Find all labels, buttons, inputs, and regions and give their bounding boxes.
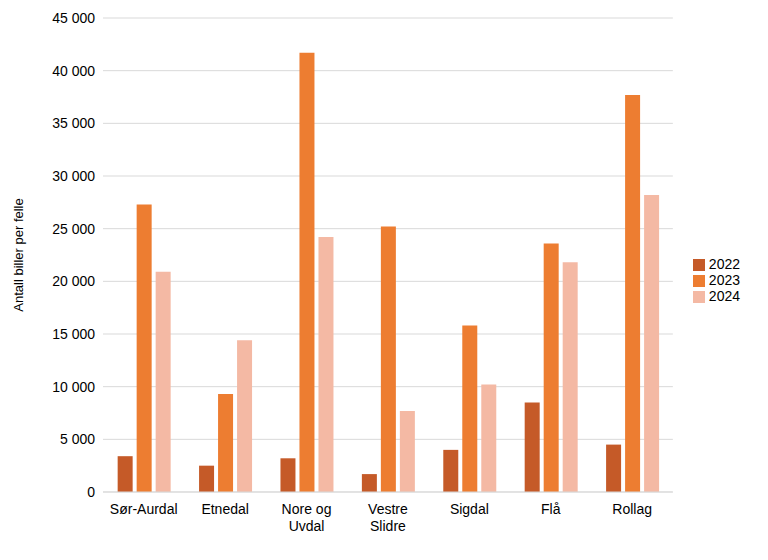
svg-text:0: 0 — [87, 484, 95, 500]
svg-text:25 000: 25 000 — [52, 221, 95, 237]
svg-text:Flå: Flå — [541, 501, 561, 517]
svg-text:40 000: 40 000 — [52, 63, 95, 79]
svg-text:Etnedal: Etnedal — [201, 501, 248, 517]
svg-text:Sigdal: Sigdal — [450, 501, 489, 517]
html-text:2024: 2024 — [708, 288, 740, 304]
svg-text:15 000: 15 000 — [52, 326, 95, 342]
svg-text:5 000: 5 000 — [60, 431, 95, 447]
svg-text:10 000: 10 000 — [52, 379, 95, 395]
svg-text:45 000: 45 000 — [52, 10, 95, 26]
svg-text:Sør-Aurdal: Sør-Aurdal — [110, 501, 178, 517]
svg-text:35 000: 35 000 — [52, 115, 95, 131]
svg-text:Antall biller per felle: Antall biller per felle — [11, 198, 26, 311]
svg-text:20 000: 20 000 — [52, 273, 95, 289]
html-text:2023: 2023 — [708, 272, 740, 288]
svg-text:Nore ogUvdal: Nore ogUvdal — [282, 501, 332, 534]
html-text:2022: 2022 — [708, 256, 740, 272]
svg-text:VestreSlidre: VestreSlidre — [368, 501, 408, 534]
svg-text:30 000: 30 000 — [52, 168, 95, 184]
svg-text:Rollag: Rollag — [612, 501, 652, 517]
